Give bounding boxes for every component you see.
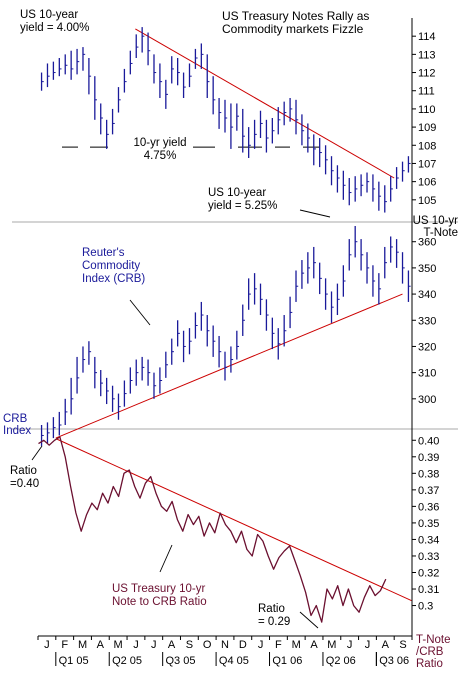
- month-label: O: [203, 639, 212, 651]
- month-label: A: [310, 639, 318, 651]
- crb-pointer: [129, 299, 151, 326]
- ratio-annotation: Ratio: [258, 603, 285, 615]
- month-label: S: [399, 639, 406, 651]
- ratio-axis-label: /CRB: [416, 646, 444, 658]
- ratio-yaxis-tick-label: 0.3: [418, 601, 433, 613]
- month-label: M: [292, 639, 301, 651]
- month-label: F: [275, 639, 282, 651]
- ratio-yaxis-tick-label: 0.33: [418, 551, 439, 563]
- month-label: J: [133, 639, 139, 651]
- ratio-annotation: Note to CRB Ratio: [112, 596, 207, 608]
- month-label: F: [61, 639, 68, 651]
- ratio-yaxis-tick-label: 0.40: [418, 435, 439, 447]
- tnote-yaxis-tick-label: 108: [418, 140, 436, 152]
- crb-annotation: Commodity: [82, 260, 140, 272]
- quarter-label: Q1 05: [59, 655, 89, 667]
- crb-trend-line: [55, 293, 403, 439]
- month-label: J: [365, 639, 371, 651]
- yield-pointer: [299, 209, 331, 218]
- month-label: S: [186, 639, 193, 651]
- ratio-yaxis-tick-label: 0.32: [418, 567, 439, 579]
- quarter-label: Q1 06: [272, 655, 302, 667]
- quarter-label: Q2 05: [112, 655, 142, 667]
- ratio-yaxis-tick-label: 0.36: [418, 501, 439, 513]
- tnote-yaxis-tick-label: 110: [418, 104, 436, 116]
- chart-title: Commodity markets Fizzle: [222, 22, 364, 36]
- month-label: D: [239, 639, 247, 651]
- crb-annotation: Reuter's: [82, 247, 125, 259]
- ratio-axis-label: T-Note: [416, 634, 451, 646]
- tnote-annotation: yield = 4.00%: [20, 22, 89, 34]
- month-label: N: [221, 639, 229, 651]
- ratio-yaxis-tick-label: 0.35: [418, 518, 439, 530]
- month-label: J: [347, 639, 353, 651]
- tnote-yaxis-tick-label: 111: [418, 86, 435, 98]
- ratio-trend-line: [55, 438, 412, 602]
- month-label: A: [168, 639, 176, 651]
- tnote-annotation: yield = 5.25%: [208, 200, 277, 212]
- crb-yaxis-tick-label: 320: [418, 341, 436, 353]
- ratio-annotation: = 0.29: [258, 616, 290, 628]
- quarter-label: Q3 05: [165, 655, 195, 667]
- crb-yaxis-tick-label: 300: [418, 394, 436, 406]
- ratio-pointer-low: [299, 611, 319, 629]
- month-label: M: [114, 639, 123, 651]
- crb-yaxis-tick-label: 330: [418, 315, 436, 327]
- month-label: J: [258, 639, 264, 651]
- month-label: M: [78, 639, 87, 651]
- tnote-annotation: 10-yr yield: [133, 137, 186, 149]
- quarter-label: Q3 06: [379, 655, 409, 667]
- tnote-annotation: US 10-year: [20, 9, 78, 21]
- crb-axis-label: CRB: [3, 413, 28, 425]
- tnote-yaxis-tick-label: 114: [418, 31, 436, 43]
- ratio-annotation: US Treasury 10-yr: [112, 583, 205, 595]
- crb-annotation: Index (CRB): [82, 273, 145, 285]
- month-label: M: [327, 639, 336, 651]
- tnote-axis-label: T-Note: [423, 227, 458, 239]
- ratio-series-line: [38, 436, 387, 623]
- ratio-annotation: =0.40: [10, 478, 39, 490]
- ratio-title-pointer: [159, 544, 173, 573]
- ratio-axis-label: Ratio: [416, 658, 443, 670]
- crb-yaxis-tick-label: 350: [418, 263, 436, 275]
- tnote-yaxis-tick-label: 106: [418, 177, 436, 189]
- quarter-label: Q4 05: [219, 655, 249, 667]
- crb-yaxis-tick-label: 340: [418, 289, 436, 301]
- ratio-yaxis-tick-label: 0.34: [418, 534, 439, 546]
- ratio-yaxis-tick-label: 0.31: [418, 584, 439, 596]
- tnote-yaxis-tick-label: 112: [418, 68, 436, 80]
- panel-frames: [12, 18, 458, 637]
- ratio-yaxis-tick-label: 0.39: [418, 452, 439, 464]
- tnote-axis-label: US 10-yr: [413, 215, 458, 227]
- crb-axis-label: Index: [3, 425, 31, 437]
- quarter-label: Q2 06: [326, 655, 356, 667]
- tnote-yaxis-tick-label: 109: [418, 122, 436, 134]
- tnote-yaxis-tick-label: 107: [418, 158, 436, 170]
- month-label: A: [382, 639, 390, 651]
- trend-lines: [55, 28, 412, 602]
- ratio-annotation: Ratio: [10, 465, 37, 477]
- crb-yaxis-tick-label: 310: [418, 368, 436, 380]
- series-layer: [38, 27, 411, 623]
- tnote-trend-line: [135, 28, 395, 179]
- month-label: J: [44, 639, 50, 651]
- tnote-annotation: 4.75%: [144, 150, 177, 162]
- ratio-pointer-high: [31, 445, 43, 461]
- ratio-yaxis-tick-label: 0.37: [418, 485, 439, 497]
- chart-title: US Treasury Notes Rally as: [222, 9, 369, 23]
- axes: 105 106 107 108 109 110 111 112 113 114 300 310 320 3…: [37, 31, 439, 667]
- tnote-annotation: US 10-year: [208, 187, 266, 199]
- tnote-yaxis-tick-label: 105: [418, 195, 436, 207]
- tnote-yaxis-tick-label: 113: [418, 49, 436, 61]
- crb-yaxis-tick-label: 360: [418, 237, 436, 249]
- ratio-yaxis-tick-label: 0.38: [418, 468, 439, 480]
- month-label: J: [151, 639, 157, 651]
- month-label: A: [97, 639, 105, 651]
